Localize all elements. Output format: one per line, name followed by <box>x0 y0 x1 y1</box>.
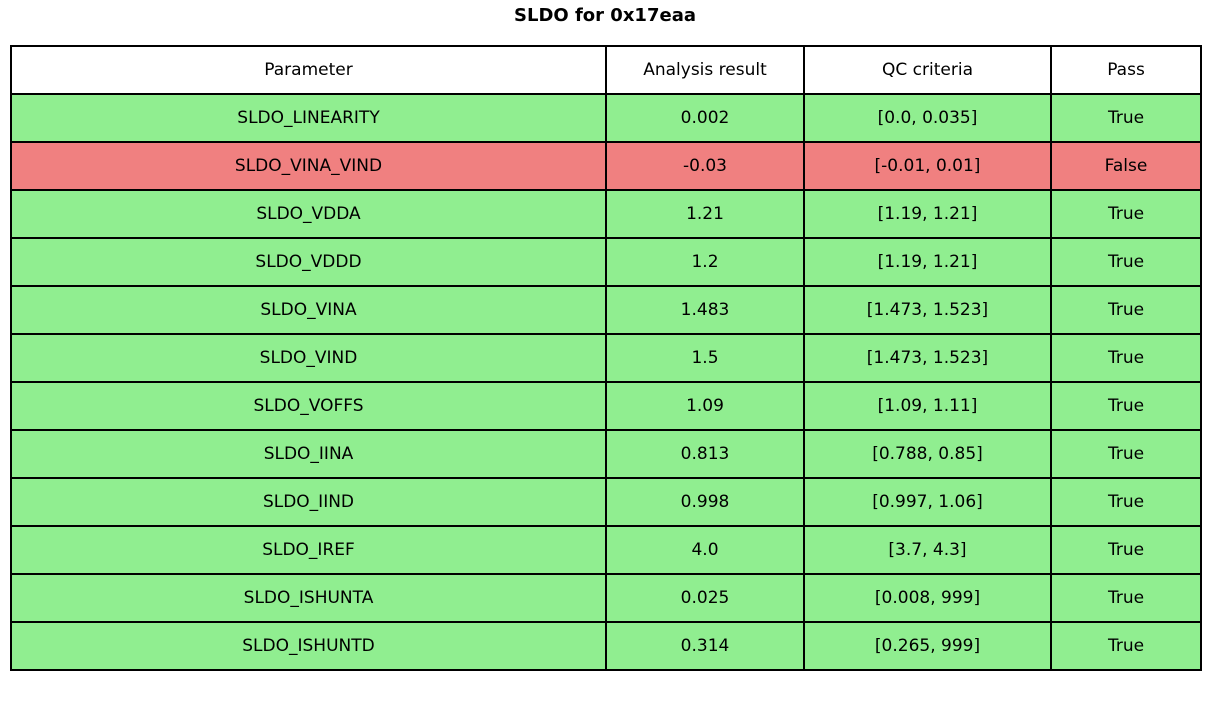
table-row: SLDO_IINA 0.813 [0.788, 0.85] True <box>10 429 1202 479</box>
table-cell-analysis-result: 1.09 <box>605 381 805 431</box>
table-row: SLDO_VDDD 1.2 [1.19, 1.21] True <box>10 237 1202 287</box>
table-cell-pass: True <box>1050 237 1202 287</box>
table-cell-analysis-result: 1.2 <box>605 237 805 287</box>
table-cell-analysis-result: 1.5 <box>605 333 805 383</box>
table-cell-analysis-result: 0.025 <box>605 573 805 623</box>
column-header-analysis-result: Analysis result <box>605 45 805 95</box>
table-cell-qc-criteria: [0.008, 999] <box>803 573 1052 623</box>
table-header: Parameter Analysis result QC criteria Pa… <box>10 45 1202 95</box>
table-cell-parameter: SLDO_VDDD <box>10 237 607 287</box>
table-cell-pass: True <box>1050 573 1202 623</box>
table-row: SLDO_VINA 1.483 [1.473, 1.523] True <box>10 285 1202 335</box>
table-cell-qc-criteria: [-0.01, 0.01] <box>803 141 1052 191</box>
column-header-pass: Pass <box>1050 45 1202 95</box>
table-cell-qc-criteria: [1.09, 1.11] <box>803 381 1052 431</box>
table-cell-analysis-result: -0.03 <box>605 141 805 191</box>
table-cell-analysis-result: 4.0 <box>605 525 805 575</box>
table-header-row: Parameter Analysis result QC criteria Pa… <box>10 45 1202 95</box>
column-header-parameter: Parameter <box>10 45 607 95</box>
table-cell-pass: True <box>1050 333 1202 383</box>
table-row: SLDO_VINA_VIND -0.03 [-0.01, 0.01] False <box>10 141 1202 191</box>
table-cell-qc-criteria: [0.265, 999] <box>803 621 1052 671</box>
table-cell-qc-criteria: [1.19, 1.21] <box>803 237 1052 287</box>
table-cell-pass: False <box>1050 141 1202 191</box>
table-cell-pass: True <box>1050 525 1202 575</box>
table-row: SLDO_LINEARITY 0.002 [0.0, 0.035] True <box>10 93 1202 143</box>
table-cell-parameter: SLDO_VDDA <box>10 189 607 239</box>
table-cell-pass: True <box>1050 189 1202 239</box>
table-cell-pass: True <box>1050 477 1202 527</box>
table-cell-parameter: SLDO_LINEARITY <box>10 93 607 143</box>
table-row: SLDO_ISHUNTD 0.314 [0.265, 999] True <box>10 621 1202 671</box>
table-cell-parameter: SLDO_IIND <box>10 477 607 527</box>
table-cell-analysis-result: 0.002 <box>605 93 805 143</box>
table-cell-analysis-result: 1.21 <box>605 189 805 239</box>
table-row: SLDO_ISHUNTA 0.025 [0.008, 999] True <box>10 573 1202 623</box>
table-cell-analysis-result: 0.314 <box>605 621 805 671</box>
table-cell-parameter: SLDO_VINA <box>10 285 607 335</box>
table-cell-parameter: SLDO_ISHUNTA <box>10 573 607 623</box>
table-cell-analysis-result: 0.813 <box>605 429 805 479</box>
table-cell-analysis-result: 1.483 <box>605 285 805 335</box>
table-cell-pass: True <box>1050 381 1202 431</box>
table-cell-pass: True <box>1050 621 1202 671</box>
table-cell-qc-criteria: [3.7, 4.3] <box>803 525 1052 575</box>
table-cell-parameter: SLDO_VOFFS <box>10 381 607 431</box>
table-cell-qc-criteria: [0.0, 0.035] <box>803 93 1052 143</box>
table-cell-qc-criteria: [1.473, 1.523] <box>803 333 1052 383</box>
table-cell-parameter: SLDO_ISHUNTD <box>10 621 607 671</box>
table-cell-pass: True <box>1050 429 1202 479</box>
table-cell-parameter: SLDO_IREF <box>10 525 607 575</box>
table-body: SLDO_LINEARITY 0.002 [0.0, 0.035] True SLDO_… <box>10 93 1202 671</box>
table-cell-parameter: SLDO_VINA_VIND <box>10 141 607 191</box>
table-cell-parameter: SLDO_VIND <box>10 333 607 383</box>
table-cell-parameter: SLDO_IINA <box>10 429 607 479</box>
column-header-qc-criteria: QC criteria <box>803 45 1052 95</box>
table-row: SLDO_IIND 0.998 [0.997, 1.06] True <box>10 477 1202 527</box>
table-cell-qc-criteria: [1.19, 1.21] <box>803 189 1052 239</box>
page-title: SLDO for 0x17eaa <box>514 5 696 26</box>
table-cell-qc-criteria: [1.473, 1.523] <box>803 285 1052 335</box>
table-row: SLDO_VIND 1.5 [1.473, 1.523] True <box>10 333 1202 383</box>
table-row: SLDO_IREF 4.0 [3.7, 4.3] True <box>10 525 1202 575</box>
table-cell-qc-criteria: [0.997, 1.06] <box>803 477 1052 527</box>
table-row: SLDO_VDDA 1.21 [1.19, 1.21] True <box>10 189 1202 239</box>
table-cell-qc-criteria: [0.788, 0.85] <box>803 429 1052 479</box>
qc-results-table: Parameter Analysis result QC criteria Pa… <box>10 45 1202 671</box>
table-cell-analysis-result: 0.998 <box>605 477 805 527</box>
table-cell-pass: True <box>1050 285 1202 335</box>
table-cell-pass: True <box>1050 93 1202 143</box>
table-row: SLDO_VOFFS 1.09 [1.09, 1.11] True <box>10 381 1202 431</box>
